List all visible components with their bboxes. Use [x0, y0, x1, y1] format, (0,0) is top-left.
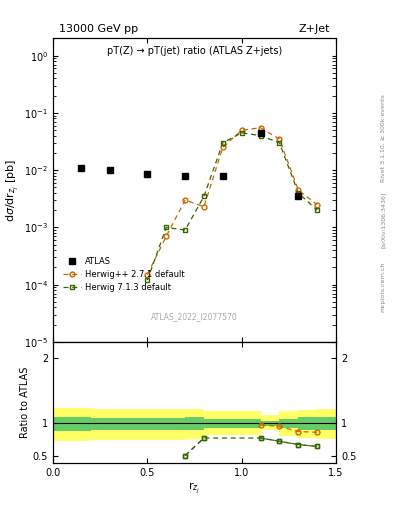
Herwig++ 2.7.1 default	[202, 204, 206, 210]
Text: 13000 GeV pp: 13000 GeV pp	[59, 24, 138, 34]
Herwig 7.1.3 default	[202, 193, 206, 199]
Herwig 7.1.3 default	[145, 277, 150, 283]
ATLAS	[183, 173, 187, 179]
Line: Herwig++ 2.7.1 default: Herwig++ 2.7.1 default	[147, 128, 317, 274]
Herwig 7.1.3 default	[315, 207, 320, 214]
Text: Z+Jet: Z+Jet	[299, 24, 331, 34]
Herwig++ 2.7.1 default	[164, 233, 169, 240]
Line: Herwig 7.1.3 default: Herwig 7.1.3 default	[147, 133, 317, 280]
Text: ATLAS_2022_I2077570: ATLAS_2022_I2077570	[151, 312, 238, 321]
Herwig 7.1.3 default	[183, 227, 187, 233]
Text: [arXiv:1306.3436]: [arXiv:1306.3436]	[381, 192, 386, 248]
Legend: ATLAS, Herwig++ 2.7.1 default, Herwig 7.1.3 default: ATLAS, Herwig++ 2.7.1 default, Herwig 7.…	[63, 257, 185, 292]
Herwig 7.1.3 default	[220, 140, 225, 146]
Herwig++ 2.7.1 default	[145, 271, 150, 278]
Text: mcplots.cern.ch: mcplots.cern.ch	[381, 262, 386, 312]
Text: pT(Z) → pT(jet) ratio (ATLAS Z+jets): pT(Z) → pT(jet) ratio (ATLAS Z+jets)	[107, 46, 282, 56]
Herwig 7.1.3 default	[239, 130, 244, 136]
Herwig++ 2.7.1 default	[296, 187, 301, 193]
Herwig++ 2.7.1 default	[220, 144, 225, 151]
Herwig++ 2.7.1 default	[183, 197, 187, 203]
Y-axis label: d$\sigma$/dr$_{z_j}$ [pb]: d$\sigma$/dr$_{z_j}$ [pb]	[5, 159, 21, 222]
X-axis label: r$_{z_j}$: r$_{z_j}$	[188, 481, 201, 496]
Y-axis label: Ratio to ATLAS: Ratio to ATLAS	[20, 367, 30, 438]
Text: Rivet 3.1.10, ≥ 300k events: Rivet 3.1.10, ≥ 300k events	[381, 94, 386, 182]
ATLAS	[79, 165, 84, 171]
Herwig 7.1.3 default	[164, 224, 169, 230]
Herwig 7.1.3 default	[296, 190, 301, 196]
ATLAS	[296, 193, 301, 199]
Herwig++ 2.7.1 default	[315, 202, 320, 208]
ATLAS	[220, 173, 225, 179]
Herwig++ 2.7.1 default	[239, 127, 244, 133]
Herwig 7.1.3 default	[258, 133, 263, 139]
ATLAS	[258, 130, 263, 136]
Herwig++ 2.7.1 default	[277, 136, 282, 142]
Herwig++ 2.7.1 default	[258, 125, 263, 131]
Line: ATLAS: ATLAS	[78, 130, 301, 199]
Herwig 7.1.3 default	[277, 140, 282, 146]
ATLAS	[145, 171, 150, 177]
ATLAS	[107, 167, 112, 173]
